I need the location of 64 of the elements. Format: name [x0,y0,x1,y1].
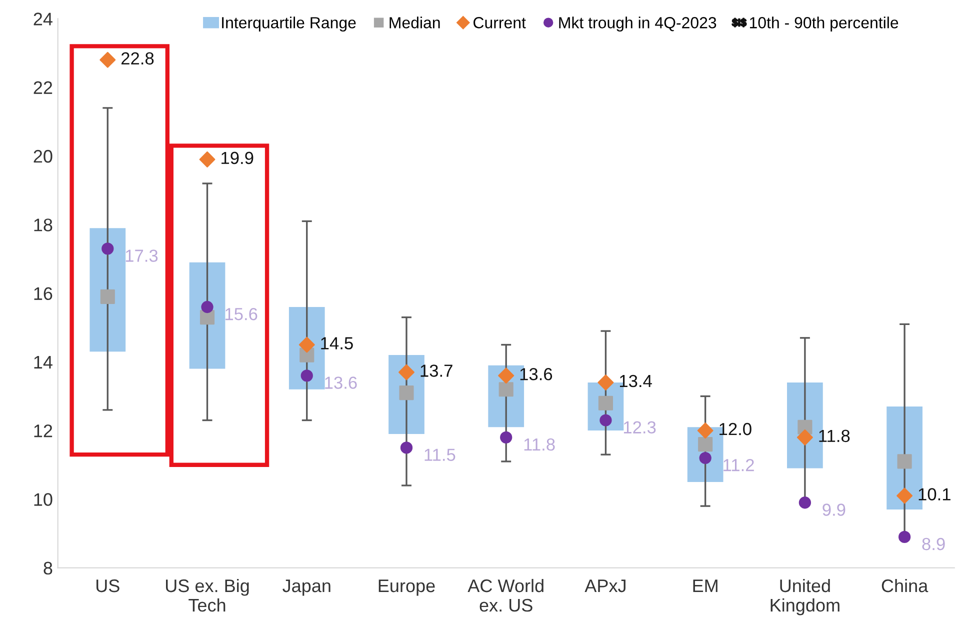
y-tick-label: 14 [34,356,52,368]
data-label: 22.8 [121,52,154,65]
point [699,452,712,464]
x-tick-label: Japan [282,580,330,596]
data-label: 12.0 [720,422,752,436]
point [600,414,612,426]
annotation: 10th - 90th percentile [750,16,898,32]
x-tick-label: US ex. Big Tech [166,578,249,612]
legend-label: Current [474,17,526,28]
x-tick-label: United Kingdom [770,578,840,616]
point [398,364,414,380]
data-label: 10.1 [918,488,950,500]
x-tick-label: EM [693,580,718,592]
data-label: 13.7 [420,364,452,377]
data-label: 11.2 [724,458,754,472]
y-tick-label: 8 [44,562,52,575]
x-tick-label: China [882,578,928,592]
point [400,442,413,454]
point [598,374,614,390]
data-label: 14.5 [321,337,353,350]
data-label: 13.6 [325,376,357,389]
point [201,300,214,314]
point [100,52,116,68]
legend-label: Interquartile Range [222,16,356,32]
y-tick-label: 18 [34,218,52,232]
legend-label: Median [390,16,440,28]
data-label: 12.3 [624,421,656,434]
point [298,336,315,353]
y-tick-label: 10 [34,493,52,506]
x-tick-label: AC World ex. US [468,578,544,612]
x-tick-label: APxJ [584,580,626,592]
y-tick-label: 20 [34,150,52,163]
data-label: 8.9 [922,538,945,550]
data-label: 17.3 [126,250,158,262]
y-tick-label: 12 [34,424,52,438]
point [399,386,414,400]
data-label: 15.6 [226,308,258,320]
point [898,530,911,544]
x-tick-label: Europe [378,580,435,596]
data-label: 11.8 [819,430,850,442]
data-label: 11.8 [524,438,555,451]
point [698,437,713,452]
point [796,429,813,446]
point [102,242,114,255]
data-label: 11.5 [424,448,456,461]
point [897,454,912,469]
point [300,370,313,382]
data-label: 13.6 [520,368,552,380]
legend-label: Mkt trough in 4Q-2023 [559,16,716,32]
point [100,289,115,304]
data-label: 9.9 [822,504,846,516]
point [199,151,216,168]
data-label: 19.9 [222,152,254,164]
x-tick-label: US [96,579,120,592]
y-tick-label: 24 [34,12,52,26]
point [697,422,714,439]
y-tick-label: 16 [34,287,52,300]
y-tick-label: 22 [34,81,52,94]
point [498,368,514,384]
point [500,431,512,444]
point [798,496,812,509]
point [498,382,514,397]
data-label: 13.4 [620,374,652,388]
point [896,488,913,504]
